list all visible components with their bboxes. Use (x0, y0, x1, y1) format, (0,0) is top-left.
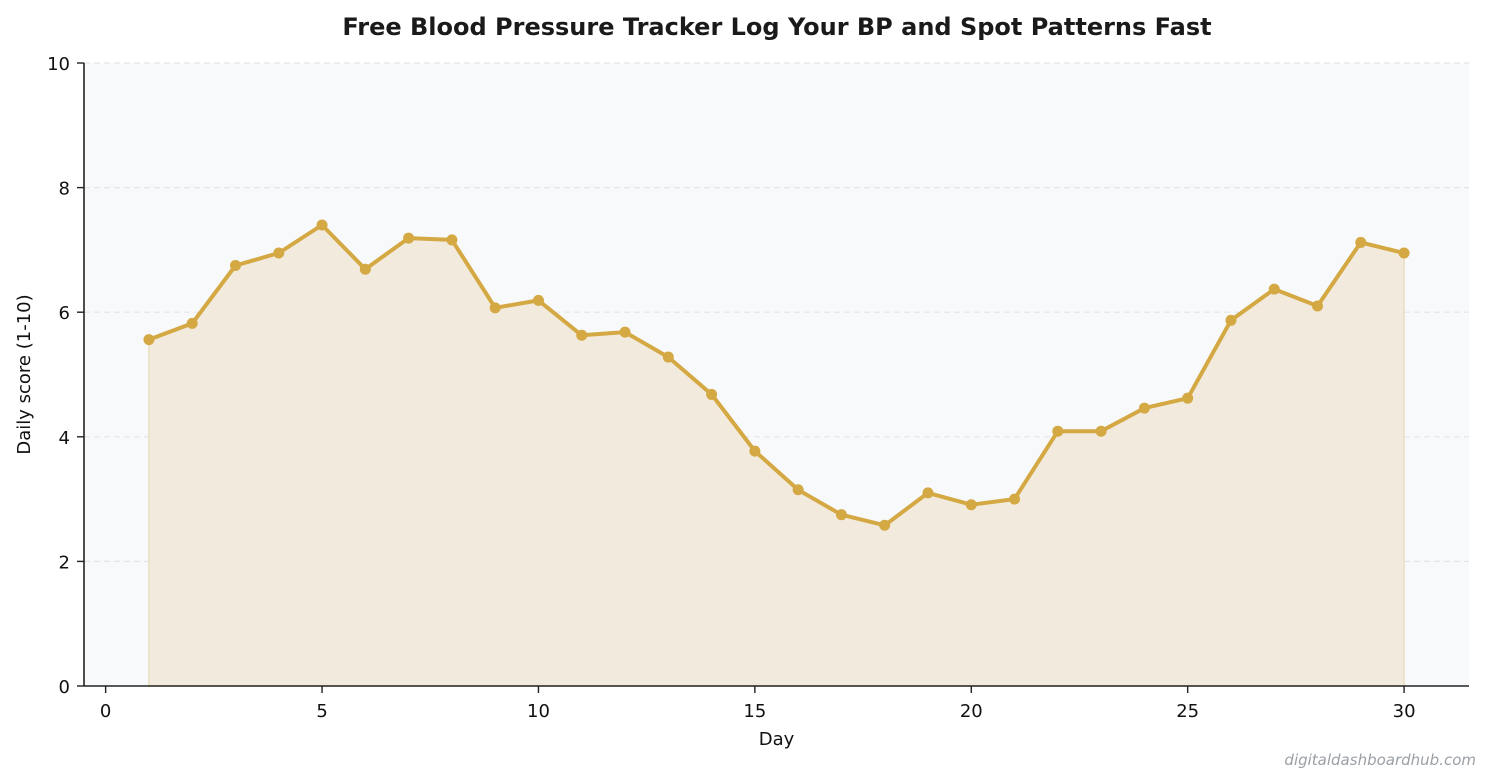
data-point (1052, 425, 1064, 437)
series-line (146, 223, 1407, 528)
y-tick-label: 10 (47, 54, 70, 75)
data-point (662, 351, 674, 363)
data-point (1312, 300, 1324, 312)
axes (83, 63, 1469, 687)
x-axis-label: Day (759, 729, 795, 750)
data-point (359, 263, 371, 275)
data-point (1138, 402, 1150, 414)
y-tick-label: 8 (59, 179, 70, 200)
x-tick-label: 5 (316, 701, 327, 722)
data-point (1182, 392, 1194, 404)
x-axis-ticks: 0 5 10 15 20 25 30 (100, 686, 1416, 722)
data-point (1398, 247, 1410, 259)
data-point (749, 445, 761, 457)
y-tick-label: 4 (59, 428, 70, 449)
data-point (1268, 283, 1280, 295)
data-point (316, 219, 328, 231)
data-point (879, 519, 891, 531)
watermark-text: digitaldashboardhub.com (1284, 751, 1476, 769)
data-point (489, 302, 501, 314)
data-point (576, 329, 588, 341)
x-tick-label: 15 (743, 701, 766, 722)
data-point (619, 326, 631, 338)
data-point (229, 259, 241, 271)
data-points (143, 219, 1410, 531)
data-point (186, 317, 198, 329)
data-point (273, 247, 285, 259)
data-point (1355, 236, 1367, 248)
data-point (706, 388, 718, 400)
data-point (1009, 493, 1021, 505)
y-axis-ticks: 0 2 4 6 8 10 (47, 54, 84, 698)
data-point (532, 294, 544, 306)
x-tick-label: 10 (527, 701, 550, 722)
x-tick-label: 30 (1393, 701, 1416, 722)
y-tick-label: 6 (59, 303, 70, 324)
x-tick-label: 20 (960, 701, 983, 722)
data-point (403, 232, 415, 244)
data-point (922, 487, 934, 499)
y-tick-label: 0 (59, 677, 70, 698)
data-point (143, 334, 155, 346)
data-point (792, 484, 804, 496)
y-tick-label: 2 (59, 552, 70, 573)
chart-title: Free Blood Pressure Tracker Log Your BP … (342, 13, 1211, 41)
x-tick-label: 0 (100, 701, 111, 722)
data-point (1095, 425, 1107, 437)
data-point (1225, 314, 1237, 326)
x-tick-label: 25 (1176, 701, 1199, 722)
data-point (835, 509, 847, 521)
y-axis-label: Daily score (1-10) (14, 294, 35, 454)
data-point (965, 499, 977, 511)
data-point (446, 234, 458, 246)
